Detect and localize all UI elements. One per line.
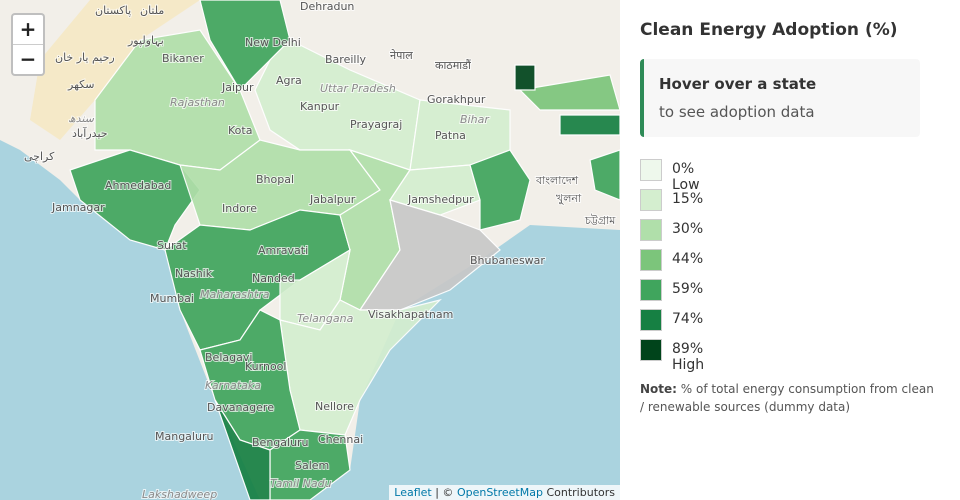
place-label: Ahmedabad	[105, 179, 171, 192]
map[interactable]: Dehradun New Delhi Bikaner Jaipur Bareilly Ag…	[0, 0, 620, 500]
place-label: Bengaluru	[252, 436, 309, 449]
legend-label: 44%	[672, 251, 704, 267]
legend-swatch	[640, 159, 662, 181]
place-label: Belagavi	[205, 351, 252, 364]
state[interactable]	[389, 164, 481, 216]
place-label: Nashik	[175, 267, 213, 280]
legend-label: 89% High	[672, 341, 705, 373]
note: Note: % of total energy consumption from…	[640, 380, 940, 416]
state[interactable]	[514, 64, 536, 91]
state[interactable]	[469, 149, 531, 231]
legend-swatch	[640, 189, 662, 211]
place-label: Jamnagar	[51, 201, 105, 214]
place-label: ملتان	[140, 4, 164, 17]
place-label: Gorakhpur	[427, 93, 486, 106]
place-label: काठमाडौं	[435, 59, 471, 72]
legend-swatch	[640, 279, 662, 301]
place-label: Jamshedpur	[407, 193, 474, 206]
place-label: Bareilly	[325, 53, 367, 66]
separator: | ©	[435, 486, 454, 499]
legend-label: 74%	[672, 311, 704, 327]
place-label: سکھر	[67, 78, 94, 91]
state[interactable]	[269, 429, 351, 500]
place-label: Kurnool	[245, 360, 286, 373]
place-label: Maharashtra	[200, 288, 270, 301]
place-label: پاکستان	[95, 4, 131, 17]
place-label: Agra	[276, 74, 302, 87]
legend-swatch	[640, 339, 662, 361]
legend-swatch	[640, 219, 662, 241]
place-label: Telangana	[297, 312, 354, 325]
place-label: Bhubaneswar	[470, 254, 545, 267]
place-label: کراچی	[24, 150, 55, 163]
legend-swatch	[640, 309, 662, 331]
place-label: Surat	[157, 239, 187, 252]
place-label: حیدرآباد	[72, 126, 108, 140]
legend-label: 30%	[672, 221, 704, 237]
place-label: Karnataka	[205, 379, 261, 392]
place-label: বাংলাদেশ	[535, 174, 579, 187]
info-title: Hover over a state	[659, 75, 817, 93]
state[interactable]	[518, 74, 620, 111]
state[interactable]	[589, 149, 620, 201]
place-label: Rajasthan	[170, 96, 225, 109]
place-label: Prayagraj	[350, 118, 402, 131]
place-label: চট্টগ্রাম	[584, 214, 616, 227]
state[interactable]	[559, 114, 620, 136]
place-label: سندھ	[68, 112, 95, 125]
place-label: Patna	[435, 129, 466, 142]
place-label: Nanded	[252, 272, 295, 285]
states	[69, 0, 620, 500]
legend-swatch	[640, 249, 662, 271]
state[interactable]	[69, 149, 201, 251]
osm-link[interactable]: OpenStreetMap	[456, 486, 543, 499]
place-label: بہاولپور	[127, 34, 164, 47]
place-label: Amravati	[258, 244, 308, 257]
place-label: Uttar Pradesh	[320, 82, 396, 95]
place-label: Jaipur	[221, 81, 254, 94]
place-label: New Delhi	[245, 36, 301, 49]
contributors: Contributors	[546, 486, 615, 499]
zoom-control: + −	[11, 13, 45, 76]
zoom-in[interactable]: +	[19, 17, 37, 41]
info-box: Hover over a state to see adoption data	[640, 59, 920, 137]
side-panel: Clean Energy Adoption (%) Hover over a s…	[620, 0, 960, 500]
place-label: رحیم یار خان	[55, 51, 115, 64]
place-label: Mumbai	[150, 292, 194, 305]
note-label: Note:	[640, 382, 677, 396]
place-label: Bhopal	[256, 173, 294, 186]
legend-label: 59%	[672, 281, 704, 297]
place-label: Kota	[228, 124, 252, 137]
place-label: Bikaner	[162, 52, 204, 65]
place-label: Lakshadweep	[142, 488, 217, 500]
leaflet-link[interactable]: Leaflet	[394, 486, 432, 499]
zoom-out[interactable]: −	[13, 44, 43, 74]
legend-label: 0% Low	[672, 161, 700, 193]
map-labels: Dehradun New Delhi Bikaner Jaipur Bareilly Ag…	[23, 0, 617, 500]
place-label: Indore	[222, 202, 257, 215]
place-label: नेपाल	[390, 49, 413, 62]
place-label: Bihar	[460, 113, 490, 126]
note-text: % of total energy consumption from clean…	[640, 382, 934, 414]
legend-label: 15%	[672, 191, 704, 207]
info-text: to see adoption data	[659, 103, 815, 121]
place-label: Visakhapatnam	[368, 308, 453, 321]
place-label: Jabalpur	[309, 193, 356, 206]
place-label: Tamil Nadu	[270, 477, 332, 490]
desert	[30, 0, 200, 140]
panel-title: Clean Energy Adoption (%)	[640, 20, 898, 40]
attribution: Leaflet | © OpenStreetMap Contributors	[389, 485, 620, 500]
state[interactable]	[214, 399, 271, 500]
place-label: Mangaluru	[155, 430, 213, 443]
place-label: Salem	[295, 459, 329, 472]
place-label: Dehradun	[300, 0, 354, 13]
place-label: Kanpur	[300, 100, 340, 113]
place-label: Nellore	[315, 400, 354, 413]
place-label: Davanagere	[207, 401, 274, 414]
place-label: Chennai	[318, 433, 363, 446]
place-label: খুলনা	[556, 192, 582, 205]
